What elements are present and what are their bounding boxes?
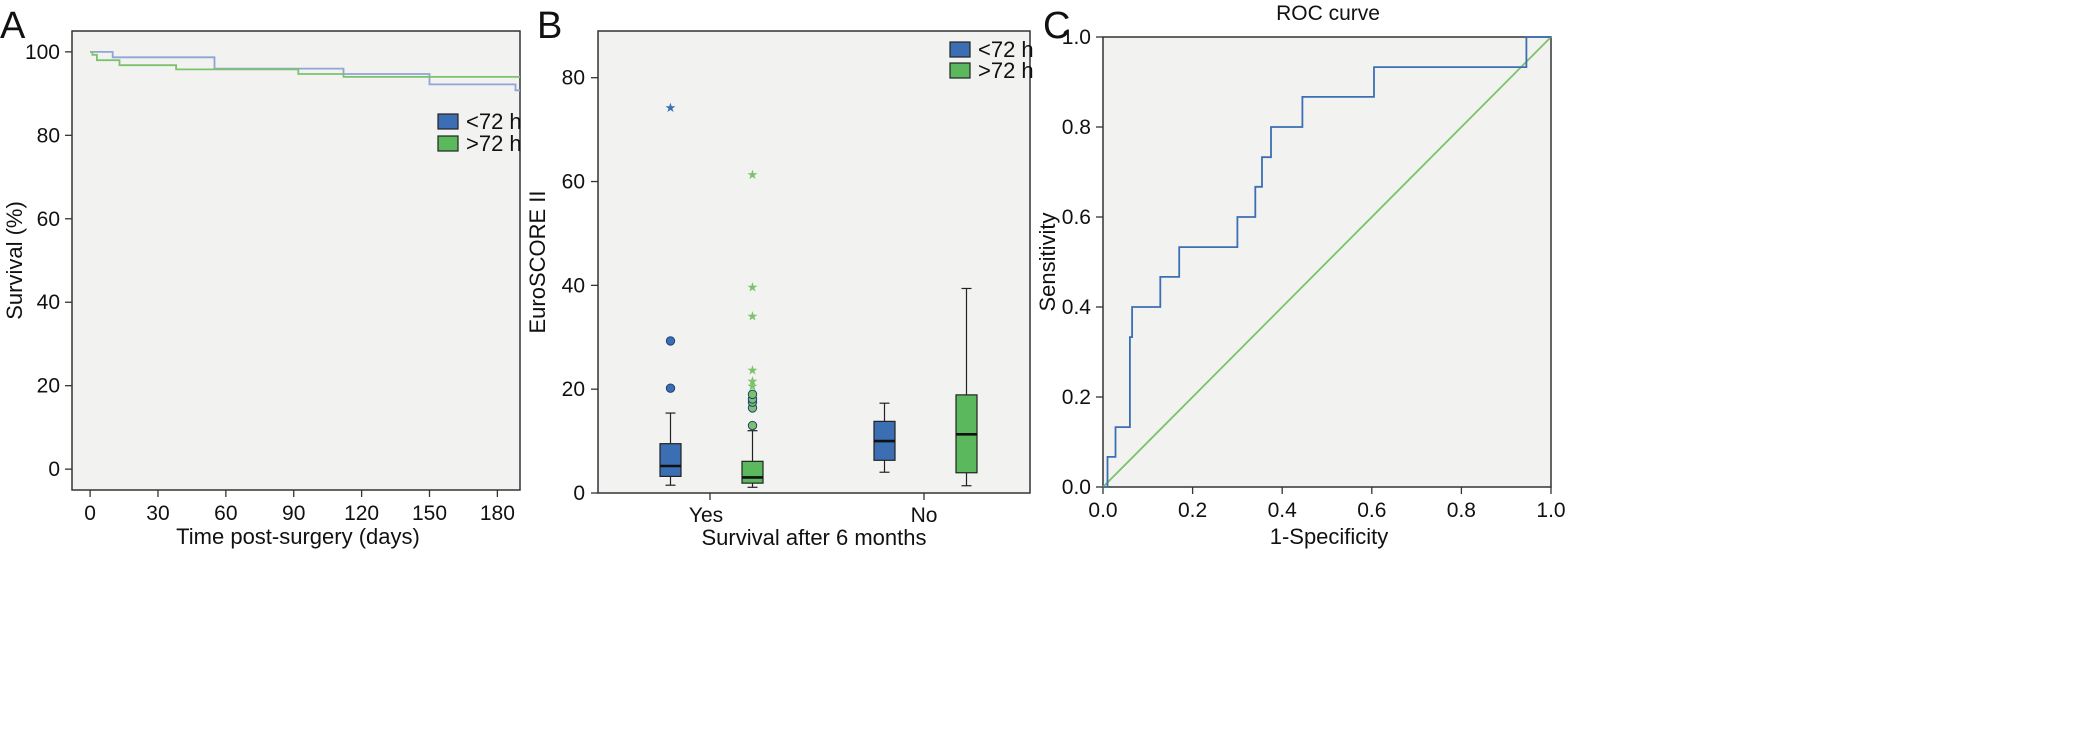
y-tick-label-c: 0.2 bbox=[1062, 386, 1091, 409]
x-axis-label-a: Time post-surgery (days) bbox=[176, 524, 420, 549]
x-tick-label-b: No bbox=[911, 504, 938, 527]
x-tick-label-a: 150 bbox=[412, 502, 447, 525]
roc-curve-line bbox=[1103, 36, 1551, 488]
x-tick-label-c: 0.6 bbox=[1357, 499, 1386, 522]
survival-line-gt72 bbox=[90, 51, 520, 78]
outlier-point bbox=[747, 420, 758, 431]
legend-swatch-a bbox=[437, 135, 459, 152]
x-tick-label-a: 0 bbox=[84, 502, 96, 525]
x-tick-label-a: 30 bbox=[146, 502, 169, 525]
x-tick-label-a: 120 bbox=[344, 502, 379, 525]
plot-area-a bbox=[71, 30, 521, 491]
panel-letter-a: A bbox=[0, 5, 26, 47]
survival-line-lt72 bbox=[90, 51, 520, 92]
y-tick-label-c: 1.0 bbox=[1062, 26, 1091, 49]
x-tick-label-c: 0.4 bbox=[1268, 499, 1298, 522]
y-tick-label-a: 80 bbox=[37, 124, 60, 147]
extreme-point: ★ bbox=[747, 310, 759, 325]
y-tick-label-c: 0.0 bbox=[1062, 476, 1091, 499]
extreme-point: ★ bbox=[747, 363, 759, 378]
x-tick-label-a: 90 bbox=[282, 502, 305, 525]
outlier-point bbox=[665, 383, 676, 393]
x-tick-label-a: 60 bbox=[214, 502, 237, 525]
y-tick-label-a: 60 bbox=[37, 208, 60, 231]
y-tick-label-b: 80 bbox=[562, 67, 585, 90]
x-tick-label-c: 0.0 bbox=[1088, 499, 1117, 522]
legend-swatch-b bbox=[949, 41, 971, 58]
extreme-point: ★ bbox=[747, 374, 759, 389]
boxplot-lt72-no bbox=[873, 402, 896, 473]
legend-label-b: <72 h bbox=[978, 37, 1034, 62]
x-axis-label-c: 1-Specificity bbox=[1270, 524, 1389, 549]
y-tick-label-b: 20 bbox=[562, 378, 585, 401]
y-tick-label-b: 40 bbox=[562, 274, 585, 297]
chart-title-c: ROC curve bbox=[1276, 2, 1380, 25]
x-tick-label-c: 0.8 bbox=[1447, 499, 1476, 522]
x-tick-label-c: 1.0 bbox=[1536, 499, 1565, 522]
legend-label-b: >72 h bbox=[978, 58, 1034, 83]
legend-swatch-a bbox=[437, 113, 459, 130]
y-tick-label-c: 0.8 bbox=[1062, 116, 1091, 139]
x-tick-label-a: 180 bbox=[480, 502, 515, 525]
legend-label-a: <72 h bbox=[466, 109, 522, 134]
y-tick-label-c: 0.4 bbox=[1062, 296, 1092, 319]
x-tick-label-b: Yes bbox=[689, 504, 723, 527]
x-axis-label-b: Survival after 6 months bbox=[702, 525, 927, 550]
extreme-point: ★ bbox=[747, 280, 759, 295]
panel-letter-b: B bbox=[537, 5, 562, 47]
y-tick-label-a: 20 bbox=[37, 375, 60, 398]
x-tick-label-c: 0.2 bbox=[1178, 499, 1207, 522]
extreme-point: ★ bbox=[747, 380, 759, 395]
legend-label-a: >72 h bbox=[466, 131, 522, 156]
box bbox=[741, 460, 764, 484]
boxplot-lt72-yes: ★ bbox=[659, 101, 682, 486]
outlier-point bbox=[747, 389, 758, 400]
y-tick-label-b: 60 bbox=[562, 171, 585, 194]
y-tick-label-a: 40 bbox=[37, 291, 60, 314]
panel-letter-c: C bbox=[1043, 5, 1070, 47]
y-tick-label-b: 0 bbox=[573, 482, 585, 505]
y-axis-label-b: EuroSCORE II bbox=[525, 190, 550, 333]
y-axis-label-a: Survival (%) bbox=[2, 201, 27, 320]
boxplot-gt72-no bbox=[955, 287, 978, 487]
box bbox=[659, 443, 682, 477]
extreme-point: ★ bbox=[747, 168, 759, 183]
boxplot-gt72-yes: ★★★★★★ bbox=[741, 168, 764, 488]
legend-swatch-b bbox=[949, 62, 971, 79]
y-axis-label-c: Sensitivity bbox=[1035, 212, 1060, 311]
y-tick-label-a: 0 bbox=[48, 458, 60, 481]
outlier-point bbox=[665, 336, 676, 346]
extreme-point: ★ bbox=[665, 101, 677, 116]
y-tick-label-a: 100 bbox=[25, 41, 60, 64]
reference-diagonal-line bbox=[1102, 36, 1552, 488]
y-tick-label-c: 0.6 bbox=[1062, 206, 1091, 229]
